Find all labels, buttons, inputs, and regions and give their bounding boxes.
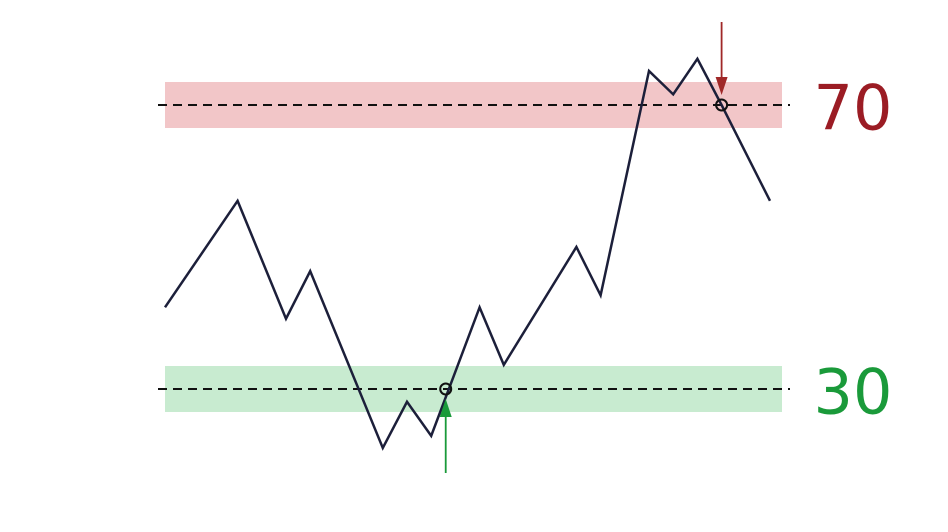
signal-marker <box>715 98 729 112</box>
line <box>163 56 772 451</box>
level-label: 70 <box>814 72 893 145</box>
signal-arrow-head <box>439 399 452 417</box>
signal-arrow-head <box>715 77 728 95</box>
signal-marker <box>439 382 453 396</box>
level-label: 30 <box>814 356 893 429</box>
